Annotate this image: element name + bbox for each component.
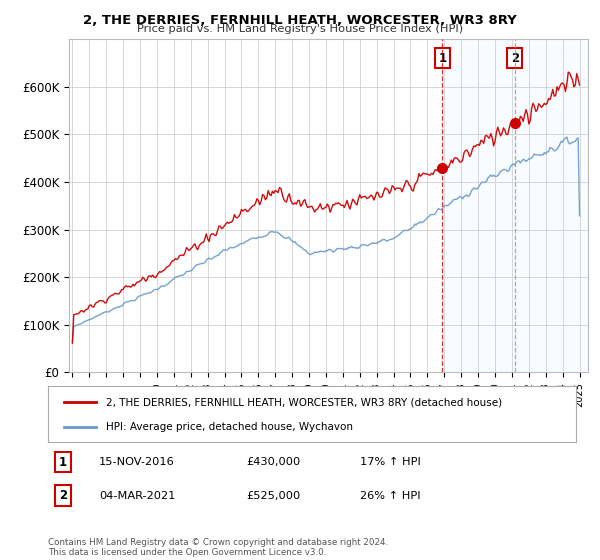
Text: £525,000: £525,000 — [246, 491, 300, 501]
Text: 15-NOV-2016: 15-NOV-2016 — [99, 457, 175, 467]
Bar — [442, 39, 588, 372]
Text: £430,000: £430,000 — [246, 457, 300, 467]
Text: 2: 2 — [511, 52, 519, 65]
Text: 2: 2 — [59, 489, 67, 502]
Text: 2, THE DERRIES, FERNHILL HEATH, WORCESTER, WR3 8RY: 2, THE DERRIES, FERNHILL HEATH, WORCESTE… — [83, 14, 517, 27]
Text: 04-MAR-2021: 04-MAR-2021 — [99, 491, 175, 501]
Text: 1: 1 — [59, 455, 67, 469]
Text: 26% ↑ HPI: 26% ↑ HPI — [360, 491, 421, 501]
Text: HPI: Average price, detached house, Wychavon: HPI: Average price, detached house, Wych… — [106, 422, 353, 432]
Text: Price paid vs. HM Land Registry's House Price Index (HPI): Price paid vs. HM Land Registry's House … — [137, 24, 463, 34]
Text: 1: 1 — [438, 52, 446, 65]
Text: 17% ↑ HPI: 17% ↑ HPI — [360, 457, 421, 467]
Text: 2, THE DERRIES, FERNHILL HEATH, WORCESTER, WR3 8RY (detached house): 2, THE DERRIES, FERNHILL HEATH, WORCESTE… — [106, 397, 502, 407]
Text: Contains HM Land Registry data © Crown copyright and database right 2024.
This d: Contains HM Land Registry data © Crown c… — [48, 538, 388, 557]
